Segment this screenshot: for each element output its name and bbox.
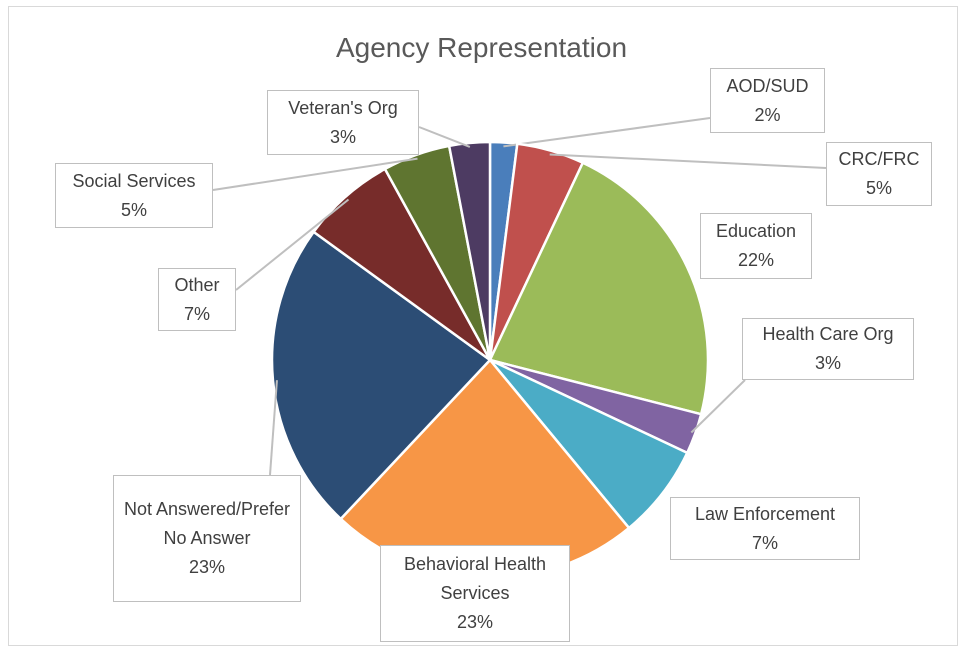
leader-line [269, 380, 278, 476]
label-category: AOD/SUD [726, 75, 809, 96]
data-label: Other 7% [158, 268, 236, 331]
label-value: 22% [737, 250, 775, 270]
data-label: Social Services 5% [55, 163, 213, 228]
data-label: Not Answered/Prefer No Answer 23% [113, 475, 301, 602]
label-category: Behavioral Health Services [403, 554, 547, 603]
data-label: CRC/FRC 5% [826, 142, 932, 206]
label-category: Health Care Org [762, 324, 894, 344]
data-label: Law Enforcement 7% [670, 497, 860, 560]
label-category: Education [715, 221, 797, 241]
label-value: 7% [183, 303, 210, 324]
pie-slice [270, 230, 492, 521]
label-value: 3% [814, 353, 841, 373]
leader-line [690, 379, 746, 434]
label-category: Other [174, 274, 220, 295]
data-label: AOD/SUD 2% [710, 68, 825, 133]
data-label: Education 22% [700, 213, 812, 279]
leader-line [235, 198, 350, 291]
leader-line [212, 157, 418, 191]
leader-line [418, 126, 471, 148]
data-label: Health Care Org 3% [742, 318, 914, 380]
label-category: Veteran's Org [288, 97, 398, 118]
data-label: Behavioral Health Services 23% [380, 545, 570, 642]
label-category: Not Answered/Prefer No Answer [123, 499, 291, 548]
chart-title: Agency Representation [335, 32, 628, 63]
pie-slice [447, 140, 492, 361]
label-category: Law Enforcement [694, 503, 836, 524]
label-value: 3% [329, 126, 356, 147]
label-value: 23% [456, 612, 494, 632]
leader-line [503, 117, 711, 148]
label-value: 5% [865, 178, 892, 198]
label-value: 23% [188, 557, 226, 577]
pie-slice [488, 161, 710, 416]
label-value: 7% [751, 532, 778, 553]
label-category: CRC/FRC [838, 149, 920, 169]
label-value: 2% [754, 104, 781, 125]
label-category: Social Services [72, 170, 196, 191]
data-label: Veteran's Org 3% [267, 90, 419, 155]
label-value: 5% [120, 199, 147, 220]
leader-line [549, 153, 827, 169]
